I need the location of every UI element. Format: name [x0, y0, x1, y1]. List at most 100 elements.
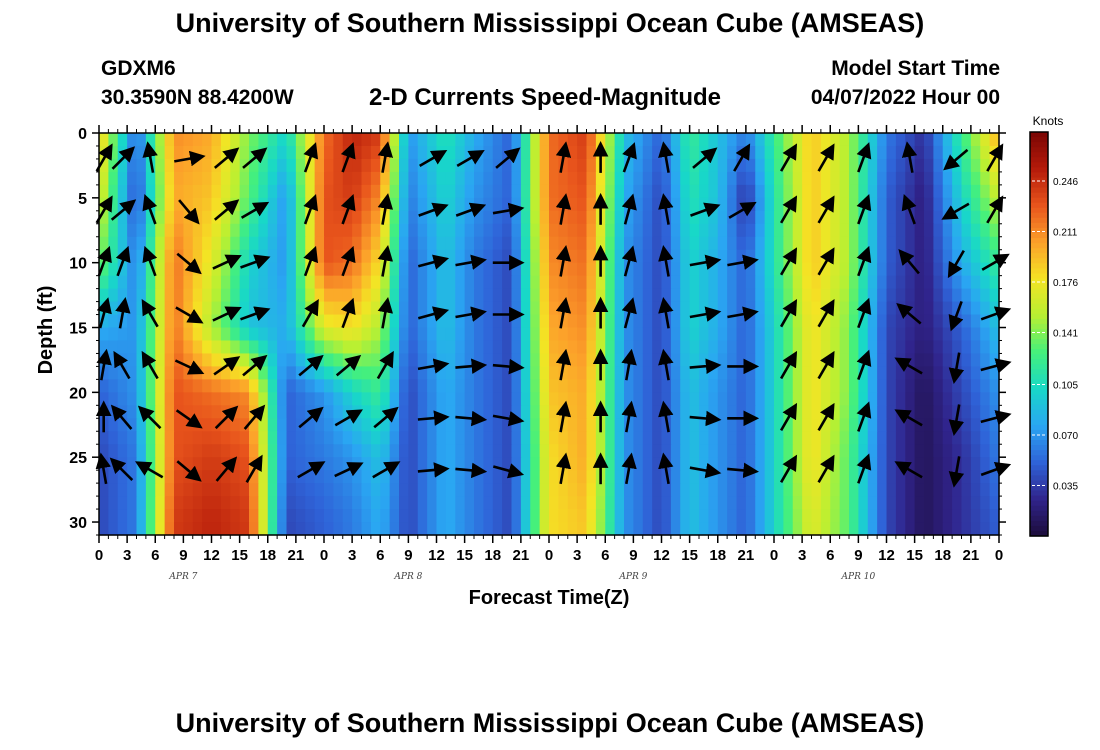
- heatmap-cell: [961, 405, 972, 419]
- heatmap-cell: [792, 457, 803, 471]
- y-tick-label: 15: [69, 321, 87, 338]
- colorbar-tick-label: 0.105: [1053, 381, 1078, 392]
- heatmap-cell: [961, 210, 972, 225]
- heatmap-cell: [783, 288, 794, 303]
- heatmap-cell: [614, 197, 625, 212]
- heatmap-cell: [145, 509, 156, 523]
- heatmap-cell: [370, 457, 381, 471]
- heatmap-cell: [774, 457, 784, 471]
- heatmap-cell: [680, 457, 691, 471]
- colorbar-segment: [1030, 485, 1048, 492]
- heatmap-cell: [399, 145, 409, 160]
- heatmap-cell: [867, 249, 878, 264]
- heatmap-cell: [342, 470, 353, 484]
- heatmap-cell: [764, 418, 775, 432]
- current-arrow: [340, 245, 356, 277]
- heatmap-cell: [192, 379, 203, 393]
- heatmap-cell: [164, 301, 175, 316]
- heatmap-cell: [211, 133, 222, 147]
- heatmap-cell: [717, 405, 728, 419]
- heatmap-cell: [239, 223, 250, 238]
- colorbar-segment: [1030, 268, 1048, 274]
- heatmap-cell: [474, 236, 484, 251]
- heatmap-cell: [286, 405, 297, 419]
- heatmap-cell: [961, 288, 972, 303]
- heatmap-cell: [924, 314, 934, 329]
- heatmap-cell: [314, 262, 325, 277]
- heatmap-cell: [380, 379, 391, 393]
- heatmap-cell: [436, 470, 447, 484]
- heatmap-cell: [952, 197, 963, 212]
- heatmap-cell: [952, 431, 963, 445]
- heatmap-cell: [670, 262, 681, 277]
- colorbar-tick-label: 0.141: [1053, 329, 1078, 340]
- heatmap-cell: [680, 288, 691, 303]
- heatmap-cell: [549, 340, 559, 355]
- heatmap-cell: [849, 379, 859, 393]
- heatmap-cell: [445, 392, 456, 406]
- heatmap-cell: [689, 418, 700, 432]
- heatmap-cell: [905, 496, 916, 510]
- heatmap-cell: [174, 353, 184, 368]
- heatmap-cell: [670, 249, 681, 264]
- heatmap-cell: [277, 314, 288, 329]
- current-arrow: [213, 356, 241, 376]
- heatmap-cell: [736, 288, 747, 303]
- heatmap-cell: [689, 522, 700, 536]
- heatmap-cell: [333, 470, 344, 484]
- heatmap-cell: [380, 470, 391, 484]
- heatmap-cell: [408, 509, 419, 523]
- heatmap-cell: [220, 288, 231, 303]
- heatmap-cell: [502, 133, 513, 147]
- colorbar-segment: [1030, 530, 1048, 537]
- heatmap-cell: [464, 509, 475, 523]
- heatmap-cell: [183, 288, 194, 303]
- colorbar-segment: [1030, 419, 1048, 426]
- heatmap-cell: [277, 483, 288, 497]
- heatmap-cell: [567, 418, 578, 432]
- heatmap-cell: [811, 275, 822, 290]
- heatmap-cell: [408, 210, 419, 225]
- heatmap-cell: [258, 366, 269, 380]
- heatmap-cell: [539, 405, 550, 419]
- heatmap-cell: [155, 392, 166, 406]
- heatmap-cell: [558, 392, 569, 406]
- heatmap-cell: [99, 314, 109, 329]
- heatmap-cell: [492, 145, 503, 160]
- heatmap-cell: [614, 431, 625, 445]
- current-arrow: [417, 306, 450, 322]
- current-arrow: [142, 141, 158, 173]
- heatmap-cell: [717, 223, 728, 238]
- heatmap-cell: [417, 301, 428, 316]
- heatmap-cell: [605, 275, 616, 290]
- heatmap-cell: [914, 158, 925, 173]
- heatmap-cell: [155, 236, 166, 251]
- heatmap-cell: [661, 483, 672, 497]
- heatmap-cell: [127, 379, 138, 393]
- heatmap-cell: [202, 522, 213, 536]
- heatmap-cell: [211, 379, 222, 393]
- heatmap-cell: [267, 327, 278, 342]
- heatmap-cell: [867, 522, 878, 536]
- heatmap-cell: [520, 353, 531, 368]
- x-tick-label: 3: [348, 547, 356, 564]
- heatmap-cell: [492, 509, 503, 523]
- heatmap-cell: [914, 483, 925, 497]
- heatmap-cell: [333, 171, 344, 186]
- heatmap-cell: [577, 522, 588, 536]
- heatmap-cell: [417, 496, 428, 510]
- heatmap-cell: [549, 249, 559, 264]
- heatmap-cell: [483, 327, 494, 342]
- heatmap-cell: [558, 223, 569, 238]
- heatmap-cell: [820, 210, 831, 225]
- x-tick-label: 0: [545, 547, 553, 564]
- heatmap-cell: [389, 171, 400, 186]
- current-arrow: [901, 141, 918, 173]
- heatmap-cell: [652, 522, 663, 536]
- heatmap-cell: [361, 327, 372, 342]
- heatmap-cell: [614, 184, 625, 199]
- heatmap-cell: [717, 496, 728, 510]
- heatmap-cell: [502, 392, 513, 406]
- heatmap-cell: [183, 483, 194, 497]
- heatmap-cell: [952, 171, 963, 186]
